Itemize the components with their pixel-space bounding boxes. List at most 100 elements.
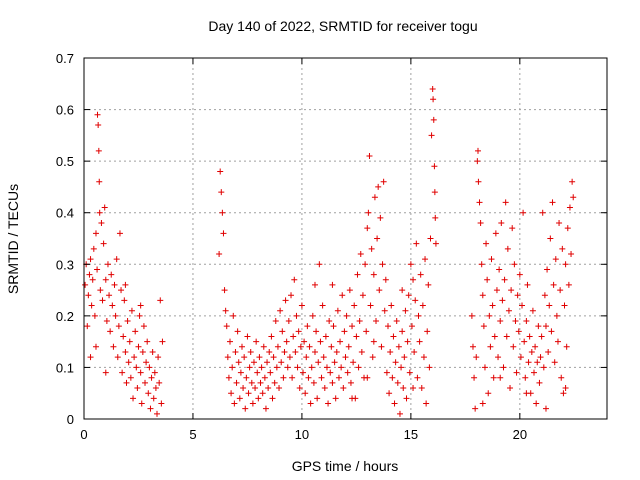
data-point — [100, 240, 107, 247]
data-point — [535, 323, 542, 330]
data-point — [99, 297, 106, 304]
data-point — [276, 385, 283, 392]
data-point — [551, 359, 558, 366]
y-tick-label: 0.4 — [56, 206, 74, 221]
data-point — [118, 287, 125, 294]
data-point — [116, 230, 123, 237]
x-tick-label: 15 — [404, 427, 418, 442]
data-point — [544, 266, 551, 273]
data-point — [561, 302, 568, 309]
data-point — [512, 318, 519, 325]
data-point — [505, 307, 512, 314]
data-point — [490, 374, 497, 381]
data-point — [355, 364, 362, 371]
data-point — [124, 318, 131, 325]
data-point — [308, 364, 315, 371]
data-point — [418, 385, 425, 392]
data-point — [478, 261, 485, 268]
data-point — [332, 395, 339, 402]
data-point — [243, 374, 250, 381]
data-point — [218, 189, 225, 196]
data-point — [102, 276, 109, 283]
data-point — [405, 292, 412, 299]
data-point — [562, 385, 569, 392]
data-point — [517, 354, 524, 361]
data-point — [280, 374, 287, 381]
data-point — [112, 312, 119, 319]
data-point — [292, 348, 299, 355]
data-point — [560, 390, 567, 397]
data-point — [485, 390, 492, 397]
data-point — [122, 281, 129, 288]
data-point — [106, 292, 113, 299]
data-point — [495, 354, 502, 361]
data-point — [408, 323, 415, 330]
data-point — [294, 364, 301, 371]
data-point — [359, 292, 366, 299]
data-point — [108, 271, 115, 278]
data-point — [484, 276, 491, 283]
data-point — [326, 318, 333, 325]
data-point — [419, 302, 426, 309]
data-point — [553, 312, 560, 319]
data-point — [311, 281, 318, 288]
data-point — [491, 333, 498, 340]
data-point — [277, 307, 284, 314]
data-point — [389, 374, 396, 381]
data-point — [523, 318, 530, 325]
data-point — [428, 132, 435, 139]
data-point — [497, 374, 504, 381]
data-point — [247, 348, 254, 355]
data-point — [496, 266, 503, 273]
data-point — [423, 400, 430, 407]
data-point — [430, 96, 437, 103]
data-point — [411, 348, 418, 355]
data-point — [468, 312, 475, 319]
data-point — [259, 390, 266, 397]
data-point — [237, 369, 244, 376]
data-point — [250, 359, 257, 366]
data-point — [107, 328, 114, 335]
data-point — [509, 225, 516, 232]
data-point — [516, 271, 523, 278]
data-point — [474, 147, 481, 154]
data-point — [526, 333, 533, 340]
data-point — [230, 312, 237, 319]
data-point — [420, 354, 427, 361]
data-point — [331, 359, 338, 366]
data-point — [268, 333, 275, 340]
x-axis-label: GPS time / hours — [292, 458, 399, 474]
data-point — [377, 214, 384, 221]
data-point — [358, 348, 365, 355]
data-point — [284, 364, 291, 371]
data-point — [97, 287, 104, 294]
data-point — [374, 235, 381, 242]
data-point — [547, 235, 554, 242]
data-point — [82, 281, 89, 288]
data-point — [122, 348, 129, 355]
data-point — [340, 385, 347, 392]
data-point — [232, 348, 239, 355]
data-point — [313, 328, 320, 335]
data-point — [314, 395, 321, 402]
data-point — [546, 302, 553, 309]
data-point — [399, 287, 406, 294]
data-point — [248, 379, 255, 386]
data-point — [289, 374, 296, 381]
data-point — [357, 250, 364, 257]
data-point — [270, 354, 277, 361]
data-point — [473, 354, 480, 361]
data-point — [416, 338, 423, 345]
data-point — [338, 364, 345, 371]
data-point — [394, 379, 401, 386]
data-point — [480, 323, 487, 330]
data-point — [341, 328, 348, 335]
data-point — [240, 385, 247, 392]
data-point — [429, 85, 436, 92]
data-point — [432, 214, 439, 221]
data-point — [350, 359, 357, 366]
data-point — [88, 302, 95, 309]
data-point — [310, 379, 317, 386]
data-point — [370, 271, 377, 278]
